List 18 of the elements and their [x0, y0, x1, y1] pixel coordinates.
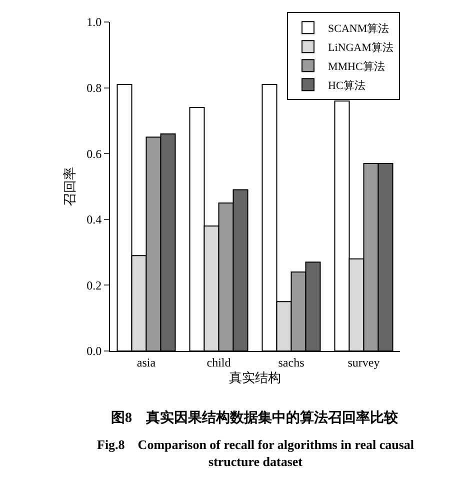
text: 图8 真实因果结构数据集中的算法召回率比较: [111, 409, 399, 426]
x-tick-label: asia: [136, 355, 156, 370]
legend-label: SCANM算法: [328, 22, 390, 35]
x-tick-label: child: [206, 355, 231, 370]
x-tick-label: survey: [348, 355, 380, 370]
y-tick-label: 0.6: [86, 146, 102, 161]
y-tick-label: 0.2: [86, 278, 102, 292]
y-tick-label: 0.8: [86, 81, 102, 95]
text: Fig.8 Comparison of recall for algorithms in real causal structure dataset: [97, 437, 414, 469]
x-axis-title: 真实结构: [229, 370, 281, 385]
legend-label: LiNGAM算法: [328, 40, 394, 54]
y-tick-label: 1.0: [86, 15, 102, 30]
x-tick-label: sachs: [278, 355, 305, 370]
legend-label: MMHC算法: [328, 60, 385, 73]
y-tick-label: 0.0: [86, 344, 102, 358]
y-tick-label: 0.4: [86, 212, 102, 227]
legend-label: HC算法: [328, 78, 366, 92]
y-axis-title: 召回率: [62, 167, 77, 206]
